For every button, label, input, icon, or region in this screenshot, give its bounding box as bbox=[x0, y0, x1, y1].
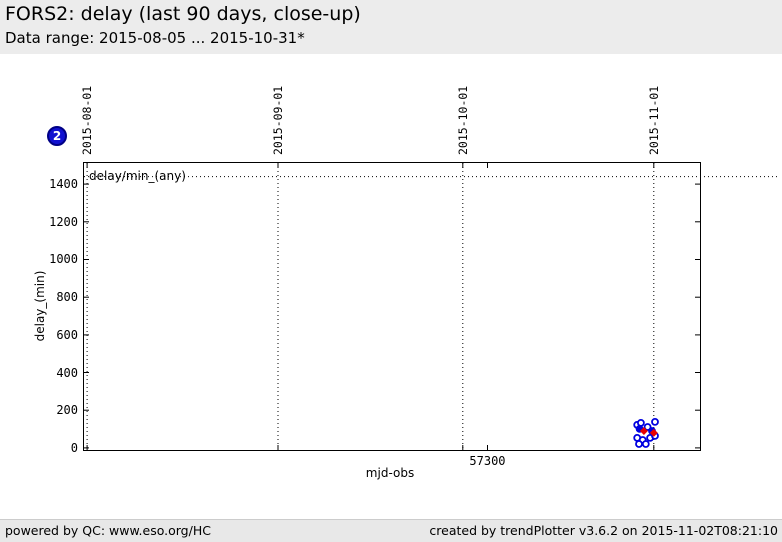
footer-bar: powered by QC: www.eso.org/HC created by… bbox=[0, 519, 782, 542]
y-tick-label: 1200 bbox=[49, 214, 78, 229]
y-tick-label: 200 bbox=[56, 403, 78, 418]
data-range-subtitle: Data range: 2015-08-05 ... 2015-10-31* bbox=[5, 29, 305, 47]
page-title: FORS2: delay (last 90 days, close-up) bbox=[5, 3, 361, 25]
plot-area: delay/min_(any) bbox=[83, 162, 780, 451]
plot-number-badge[interactable]: 2 bbox=[47, 126, 67, 146]
month-tick-label: 2015-11-01 bbox=[646, 85, 661, 155]
y-tick-label: 0 bbox=[70, 440, 78, 455]
y-tick-label: 400 bbox=[56, 365, 78, 380]
x-axis-title: mjd-obs bbox=[365, 466, 415, 480]
y-tick-label: 1400 bbox=[49, 177, 78, 192]
plot-canvas bbox=[84, 163, 780, 450]
footer-powered-by: powered by QC: www.eso.org/HC bbox=[5, 523, 211, 538]
y-tick-label: 600 bbox=[56, 327, 78, 342]
month-tick-label: 2015-09-01 bbox=[271, 85, 286, 155]
legend-label: delay/min_(any) bbox=[89, 168, 186, 183]
month-tick-label: 2015-08-01 bbox=[80, 85, 95, 155]
y-tick-label: 800 bbox=[56, 290, 78, 305]
header-bar: FORS2: delay (last 90 days, close-up) Da… bbox=[0, 0, 782, 54]
x-tick-label: 57300 bbox=[469, 454, 506, 468]
month-tick-label: 2015-10-01 bbox=[455, 85, 470, 155]
footer-created-by: created by trendPlotter v3.6.2 on 2015-1… bbox=[429, 523, 778, 538]
y-tick-label: 1000 bbox=[49, 252, 78, 267]
